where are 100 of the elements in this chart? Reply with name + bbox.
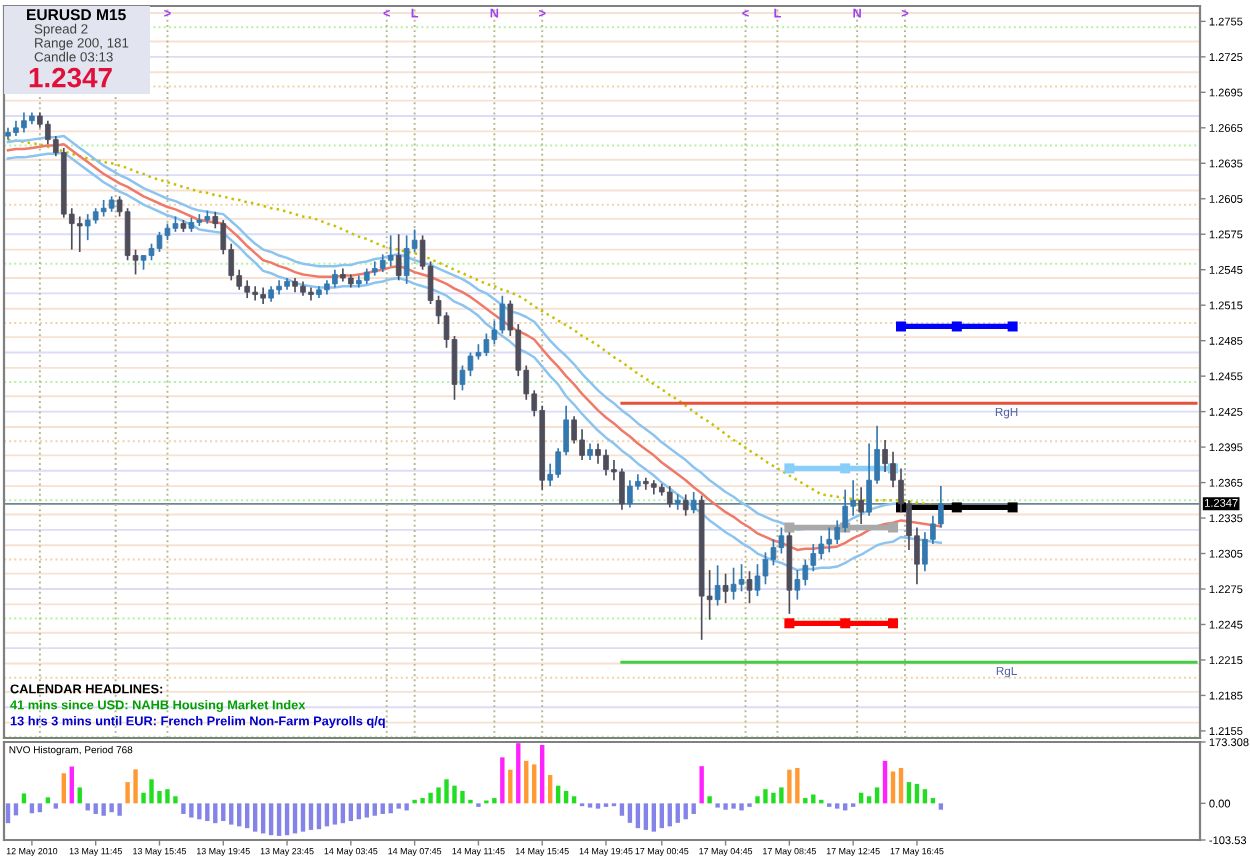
bar (882, 760, 888, 804)
bar (205, 803, 210, 822)
bar (938, 803, 944, 810)
bar (524, 760, 529, 804)
candlestick (842, 488, 848, 534)
bar (284, 803, 290, 836)
bar (508, 769, 513, 804)
bar (237, 803, 242, 827)
bar (723, 803, 728, 810)
bar (619, 803, 625, 816)
candlestick (682, 493, 689, 517)
bar (731, 803, 736, 809)
bar (627, 803, 633, 823)
bar (340, 803, 346, 824)
bar (436, 787, 441, 804)
bar (707, 796, 712, 804)
bar (268, 803, 274, 836)
candlestick (666, 485, 673, 509)
point (784, 463, 795, 474)
bar (213, 803, 218, 824)
bar (691, 803, 696, 814)
bar (699, 766, 704, 804)
candlestick (619, 467, 625, 511)
candlestick (754, 563, 761, 597)
candlestick (84, 213, 91, 241)
bar (244, 803, 250, 829)
bar (53, 803, 59, 809)
bar (404, 803, 409, 811)
bar (276, 803, 282, 836)
bar (795, 767, 800, 804)
candlestick (722, 572, 729, 605)
bar (292, 803, 298, 834)
candlestick (403, 234, 410, 285)
bar (221, 803, 226, 822)
point (895, 321, 907, 332)
bar (173, 796, 178, 804)
point (888, 522, 899, 533)
bar (356, 803, 362, 820)
bar (420, 798, 425, 804)
candlestick (882, 439, 888, 473)
candlestick (627, 479, 633, 509)
point (951, 321, 962, 332)
bar (85, 803, 90, 811)
candlestick (818, 534, 825, 561)
candlestick (762, 551, 769, 586)
point (784, 522, 795, 533)
bar (93, 803, 98, 814)
bar (906, 782, 912, 804)
bar (13, 803, 19, 816)
candlestick (483, 332, 490, 357)
bar (643, 803, 649, 830)
point (840, 463, 851, 474)
candlestick (156, 231, 163, 253)
candlestick (595, 442, 601, 465)
candlestick (810, 543, 817, 573)
candlestick (76, 215, 83, 253)
bar (898, 767, 904, 804)
candlestick (690, 491, 697, 515)
bar (739, 803, 744, 811)
bar (332, 803, 338, 825)
bar (659, 803, 664, 829)
candlestick (45, 119, 51, 146)
bar (683, 803, 688, 820)
bar (364, 803, 369, 818)
candlestick (499, 294, 506, 335)
candlestick (746, 570, 753, 605)
bar (835, 803, 840, 809)
bar (635, 803, 641, 829)
bar (348, 803, 354, 822)
bar (189, 803, 194, 818)
bar (651, 803, 657, 832)
bar (21, 793, 27, 804)
bar (260, 803, 266, 834)
candlestick (794, 569, 801, 601)
bar (595, 803, 601, 809)
bar (667, 803, 672, 827)
bar (388, 803, 393, 814)
bar (324, 803, 330, 827)
bar (396, 803, 401, 809)
bar (300, 803, 306, 832)
bar (492, 798, 497, 804)
bar (866, 796, 872, 804)
bar (372, 803, 377, 816)
candlestick (276, 279, 282, 296)
bar (316, 803, 322, 830)
bar (779, 787, 784, 804)
bar (890, 771, 896, 804)
bar (874, 787, 880, 804)
bar (540, 744, 545, 804)
bar (5, 803, 11, 824)
bar (571, 796, 577, 804)
bar (197, 803, 202, 820)
bar (109, 803, 114, 813)
candlestick (395, 233, 402, 282)
candlestick (738, 563, 745, 593)
point (840, 618, 851, 629)
bar (101, 803, 106, 816)
candlestick (778, 526, 785, 555)
bar (428, 792, 433, 804)
bar (117, 803, 122, 816)
